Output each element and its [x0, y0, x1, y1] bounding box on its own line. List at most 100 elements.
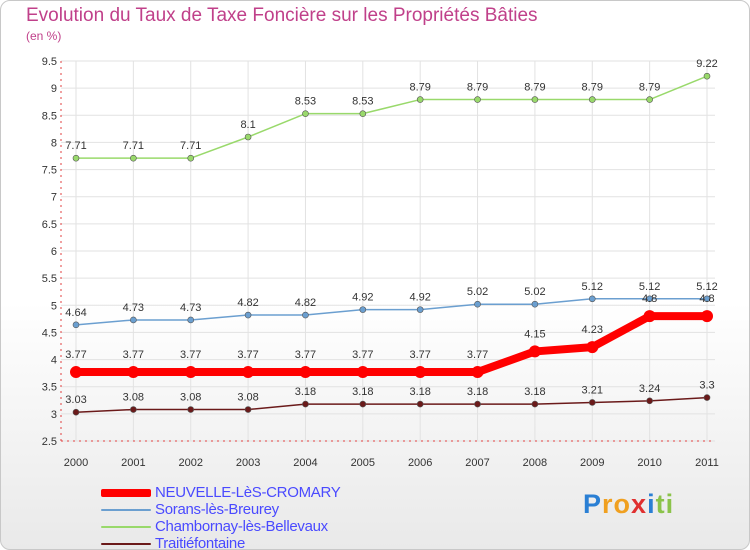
legend-swatch — [101, 526, 151, 528]
legend-label: Sorans-lès-Breurey — [155, 501, 279, 518]
data-point-chambornay-les-bellevaux — [474, 96, 481, 103]
data-label-chambornay-les-bellevaux: 8.79 — [409, 82, 430, 94]
data-point-neuvelle-les-cromary — [586, 341, 599, 354]
logo-letter: i — [665, 489, 675, 519]
data-point-traitiefontaine — [474, 400, 481, 408]
data-point-sorans-les-breurey — [302, 311, 309, 319]
data-label-neuvelle-les-cromary: 3.77 — [123, 349, 144, 361]
x-tick-label: 2005 — [351, 457, 375, 469]
series-line-traitiefontaine — [75, 396, 708, 413]
data-label-chambornay-les-bellevaux: 8.79 — [639, 82, 660, 94]
data-label-chambornay-les-bellevaux: 8.53 — [352, 96, 373, 108]
data-label-neuvelle-les-cromary: 4.8 — [642, 293, 657, 305]
x-tick-label: 2006 — [408, 457, 432, 469]
data-label-sorans-les-breurey: 4.92 — [409, 292, 430, 304]
logo-letter: r — [602, 489, 614, 519]
data-point-neuvelle-les-cromary — [701, 310, 713, 323]
data-point-sorans-les-breurey — [359, 306, 367, 313]
data-label-sorans-les-breurey: 4.73 — [123, 302, 144, 314]
y-tick-label: 5.5 — [42, 273, 57, 285]
x-tick-label: 2002 — [178, 457, 202, 469]
data-point-chambornay-les-bellevaux — [302, 110, 309, 117]
data-label-sorans-les-breurey: 4.64 — [65, 307, 86, 319]
data-label-neuvelle-les-cromary: 4.15 — [524, 328, 545, 340]
data-label-chambornay-les-bellevaux: 8.79 — [524, 82, 545, 94]
data-label-chambornay-les-bellevaux: 8.1 — [240, 119, 255, 131]
y-tick-label: 4 — [51, 355, 57, 367]
legend-swatch — [101, 543, 151, 545]
data-point-chambornay-les-bellevaux — [130, 154, 137, 162]
data-label-traitiefontaine: 3.08 — [180, 392, 201, 404]
chart-subtitle: (en %) — [26, 29, 62, 43]
data-point-neuvelle-les-cromary — [242, 366, 255, 379]
y-tick-label: 5 — [51, 300, 57, 312]
data-point-sorans-les-breurey — [474, 300, 481, 308]
data-point-traitiefontaine — [703, 394, 711, 401]
legend-swatch — [101, 489, 151, 497]
data-point-sorans-les-breurey — [244, 311, 252, 319]
data-point-traitiefontaine — [646, 397, 653, 405]
legend-label: NEUVELLE-LèS-CROMARY — [155, 484, 341, 501]
legend-swatch — [101, 509, 151, 511]
chart-title: Evolution du Taux de Taxe Foncière sur l… — [26, 5, 538, 26]
data-label-chambornay-les-bellevaux: 7.71 — [65, 140, 86, 152]
y-tick-label: 4.5 — [42, 327, 57, 339]
data-label-neuvelle-les-cromary: 3.77 — [409, 349, 430, 361]
logo-letter: i — [647, 489, 656, 519]
data-label-chambornay-les-bellevaux: 7.71 — [180, 140, 201, 152]
data-label-traitiefontaine: 3.18 — [409, 386, 430, 398]
data-label-sorans-les-breurey: 5.12 — [582, 281, 603, 293]
x-tick-label: 2000 — [64, 457, 88, 469]
logo-letter: o — [613, 489, 632, 519]
data-point-traitiefontaine — [588, 399, 596, 406]
data-point-sorans-les-breurey — [187, 316, 195, 324]
y-tick-label: 8.5 — [42, 110, 57, 122]
data-point-traitiefontaine — [359, 400, 367, 408]
y-tick-label: 3.5 — [42, 382, 57, 394]
data-label-sorans-les-breurey: 4.92 — [352, 292, 373, 304]
data-point-sorans-les-breurey — [531, 300, 539, 308]
data-label-traitiefontaine: 3.18 — [295, 386, 316, 398]
y-tick-label: 6 — [51, 246, 57, 258]
data-label-sorans-les-breurey: 5.12 — [639, 281, 660, 293]
data-label-chambornay-les-bellevaux: 9.22 — [696, 58, 717, 70]
data-point-neuvelle-les-cromary — [299, 366, 312, 379]
data-label-traitiefontaine: 3.18 — [467, 386, 488, 398]
data-point-traitiefontaine — [130, 406, 137, 413]
data-label-chambornay-les-bellevaux: 8.79 — [467, 82, 488, 94]
data-point-chambornay-les-bellevaux — [187, 154, 195, 162]
data-label-neuvelle-les-cromary: 3.77 — [467, 349, 488, 361]
series-line-sorans-les-breurey — [75, 298, 708, 326]
data-point-sorans-les-breurey — [588, 295, 596, 303]
data-point-chambornay-les-bellevaux — [72, 154, 80, 162]
x-tick-label: 2001 — [121, 457, 145, 469]
data-label-sorans-les-breurey: 5.02 — [524, 286, 545, 298]
data-label-neuvelle-les-cromary: 3.77 — [352, 349, 373, 361]
x-tick-label: 2008 — [523, 457, 547, 469]
data-label-traitiefontaine: 3.18 — [352, 386, 373, 398]
data-point-neuvelle-les-cromary — [528, 345, 541, 358]
data-label-traitiefontaine: 3.3 — [699, 380, 714, 392]
data-point-chambornay-les-bellevaux — [588, 96, 596, 103]
data-label-sorans-les-breurey: 5.02 — [467, 286, 488, 298]
data-point-traitiefontaine — [187, 406, 195, 413]
data-point-traitiefontaine — [72, 408, 80, 416]
data-label-neuvelle-les-cromary: 4.8 — [699, 293, 714, 305]
data-label-neuvelle-les-cromary: 3.77 — [65, 349, 86, 361]
data-label-traitiefontaine: 3.08 — [237, 392, 258, 404]
data-point-sorans-les-breurey — [646, 295, 653, 303]
logo-letter: t — [655, 489, 666, 519]
x-tick-label: 2004 — [293, 457, 317, 469]
data-label-traitiefontaine: 3.03 — [65, 394, 86, 406]
data-label-neuvelle-les-cromary: 3.77 — [180, 349, 201, 361]
data-point-sorans-les-breurey — [703, 295, 711, 303]
data-point-neuvelle-les-cromary — [356, 366, 369, 379]
data-point-traitiefontaine — [244, 406, 252, 413]
series-line-neuvelle-les-cromary — [72, 312, 711, 377]
data-point-neuvelle-les-cromary — [184, 366, 197, 379]
data-label-neuvelle-les-cromary: 4.23 — [582, 324, 603, 336]
y-tick-label: 3 — [51, 409, 57, 421]
proxiti-logo: Proxiti — [583, 489, 674, 520]
data-point-sorans-les-breurey — [416, 306, 424, 313]
